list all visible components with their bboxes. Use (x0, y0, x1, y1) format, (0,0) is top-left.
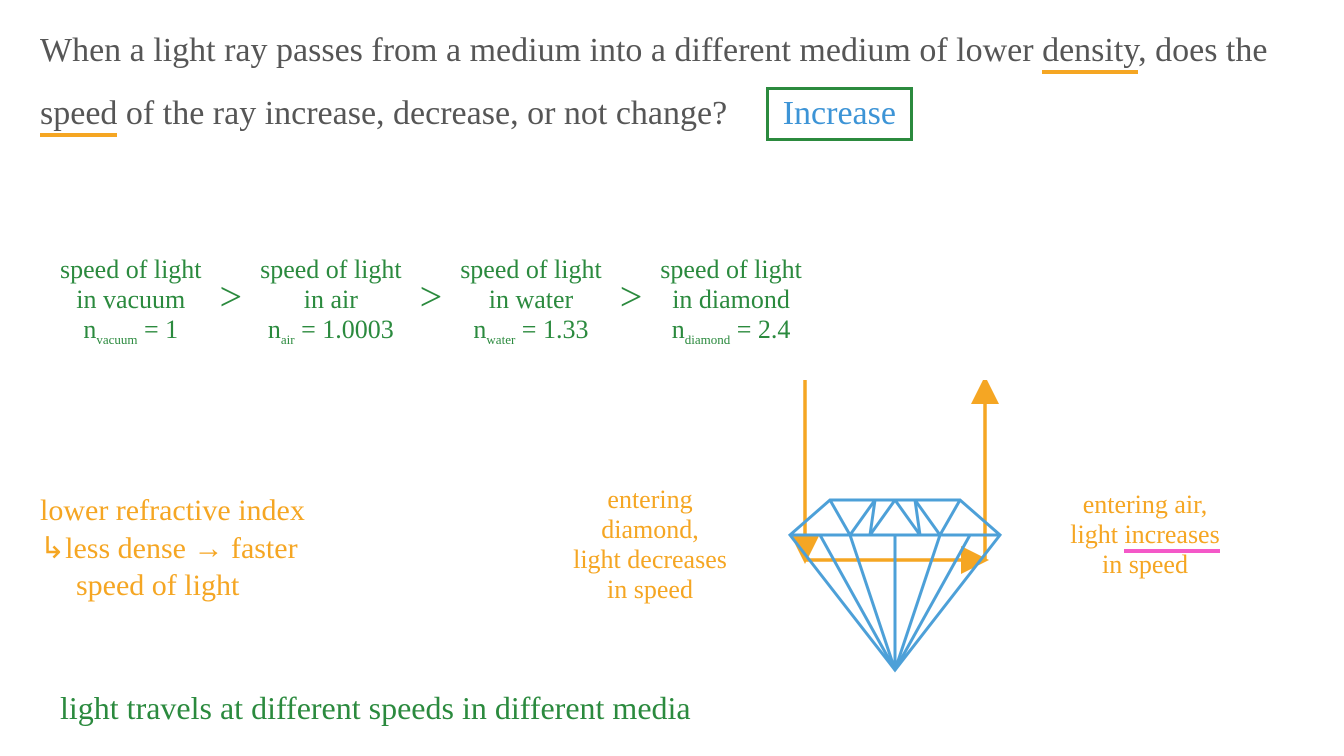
refraction-line1: lower refractive index (40, 492, 305, 530)
diamond-shape (790, 500, 1000, 670)
q-part3: of the ray increase, decrease, or not ch… (117, 95, 727, 132)
medium-water: speed of light in water nwater = 1.33 (460, 255, 602, 348)
medium-line1: speed of light (60, 255, 202, 285)
medium-line2: in diamond (660, 285, 802, 315)
refraction-line2: ↳less dense → faster (40, 530, 305, 568)
media-comparison-row: speed of light in vacuum nvacuum = 1 > s… (60, 255, 802, 348)
diamond-diagram: entering diamond, light decreases in spe… (560, 380, 1280, 680)
medium-line1: speed of light (660, 255, 802, 285)
entering-note: entering diamond, light decreases in spe… (540, 485, 760, 605)
increases-underline: increases (1124, 520, 1219, 553)
gt-symbol: > (414, 273, 449, 320)
refraction-note: lower refractive index ↳less dense → fas… (40, 492, 305, 605)
q-part2: , does the (1138, 32, 1267, 69)
medium-line2: in water (460, 285, 602, 315)
q-part1: When a light ray passes from a medium in… (40, 32, 1042, 69)
hook-arrow-icon: ↳ (40, 530, 65, 568)
question-text: When a light ray passes from a medium in… (40, 20, 1300, 146)
medium-vacuum: speed of light in vacuum nvacuum = 1 (60, 255, 202, 348)
refraction-line3: speed of light (40, 567, 305, 605)
medium-line2: in air (260, 285, 402, 315)
q-underline-speed: speed (40, 95, 117, 137)
bottom-conclusion: light travels at different speeds in dif… (60, 690, 691, 727)
medium-line1: speed of light (260, 255, 402, 285)
refractive-index: ndiamond = 2.4 (660, 315, 802, 348)
right-arrow-icon: → (193, 532, 223, 565)
medium-diamond: speed of light in diamond ndiamond = 2.4 (660, 255, 802, 348)
refractive-index: nwater = 1.33 (460, 315, 602, 348)
exiting-note: entering air, light increases in speed (1035, 490, 1255, 580)
medium-line2: in vacuum (60, 285, 202, 315)
gt-symbol: > (614, 273, 649, 320)
medium-air: speed of light in air nair = 1.0003 (260, 255, 402, 348)
refractive-index: nair = 1.0003 (260, 315, 402, 348)
gt-symbol: > (214, 273, 249, 320)
q-underline-density: density (1042, 32, 1138, 74)
refractive-index: nvacuum = 1 (60, 315, 202, 348)
answer-box: Increase (766, 87, 913, 141)
medium-line1: speed of light (460, 255, 602, 285)
